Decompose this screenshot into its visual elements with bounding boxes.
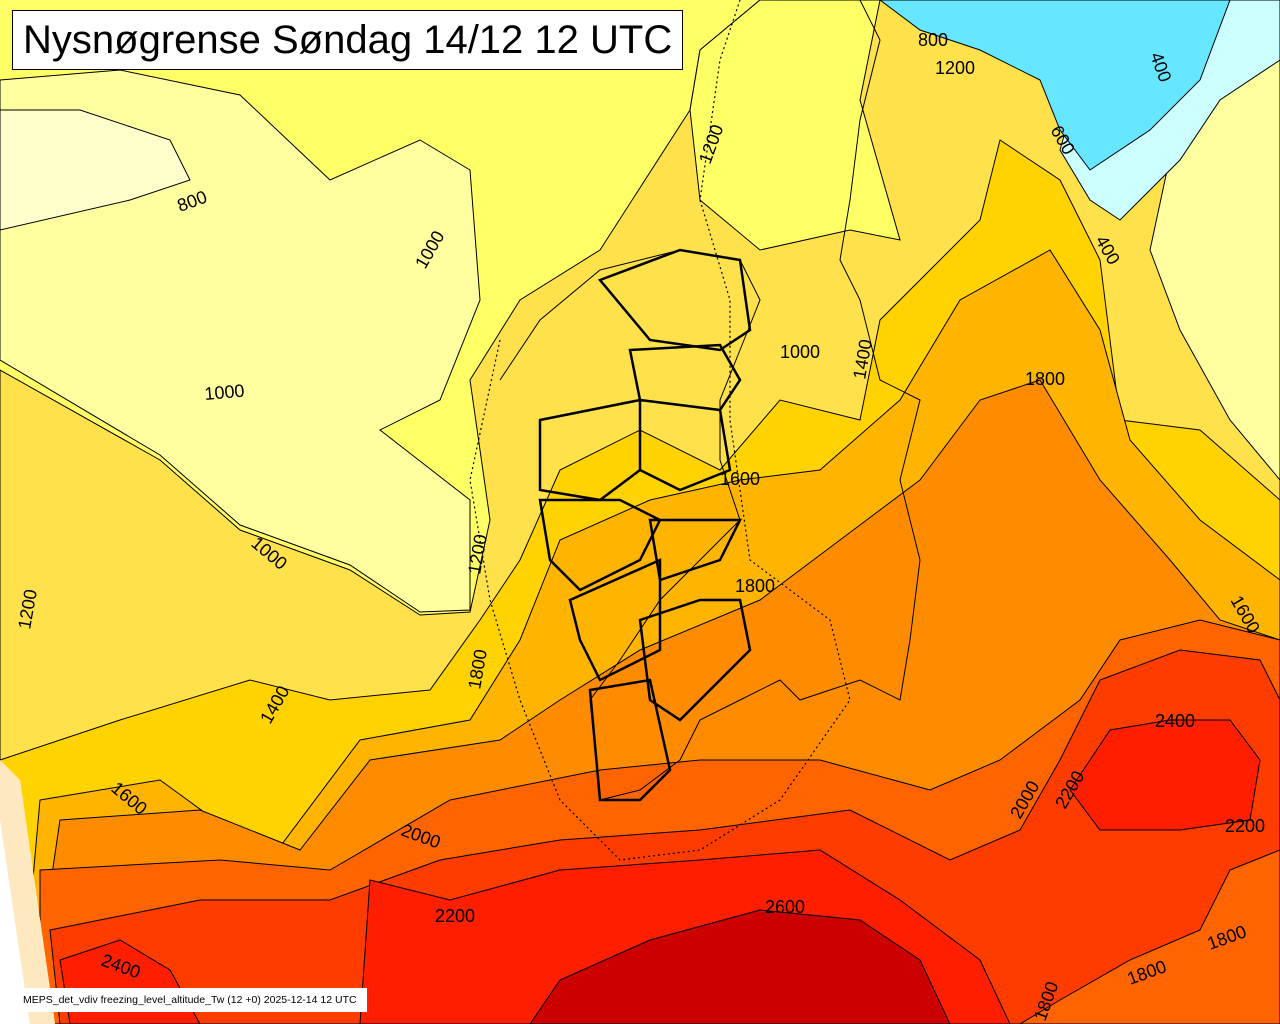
- band-2200-2400: [49, 649, 1280, 1024]
- band-800-1000: [0, 69, 481, 613]
- contour-label: 1800: [1025, 369, 1065, 389]
- contour-label: 1800: [735, 576, 775, 596]
- coastline-borders: [469, 0, 921, 861]
- contour-label: 1600: [720, 469, 760, 489]
- contour-label: 2200: [1225, 816, 1265, 836]
- band-below-800: [0, 109, 191, 231]
- contour-label: 800: [918, 30, 948, 50]
- contour-label: 1000: [780, 342, 820, 362]
- sea-low: [879, 0, 1231, 171]
- map-title: Nysnøgrense Søndag 14/12 12 UTC: [12, 10, 684, 70]
- contour-label: 2200: [435, 906, 475, 926]
- model-run-info: MEPS_det_vdiv freezing_level_altitude_Tw…: [13, 988, 367, 1012]
- contour-label: 2400: [1155, 711, 1195, 731]
- outside-domain-band: [0, 760, 55, 1024]
- band-above-2600: [529, 909, 951, 1024]
- band-2400-2600-east: [1069, 719, 1261, 831]
- pale-east: [1149, 59, 1280, 481]
- contour-label: 1200: [935, 58, 975, 78]
- band-1000-1200-inner: [689, 0, 901, 251]
- contour-label: 2600: [765, 897, 805, 917]
- contour-label: 1000: [204, 381, 246, 404]
